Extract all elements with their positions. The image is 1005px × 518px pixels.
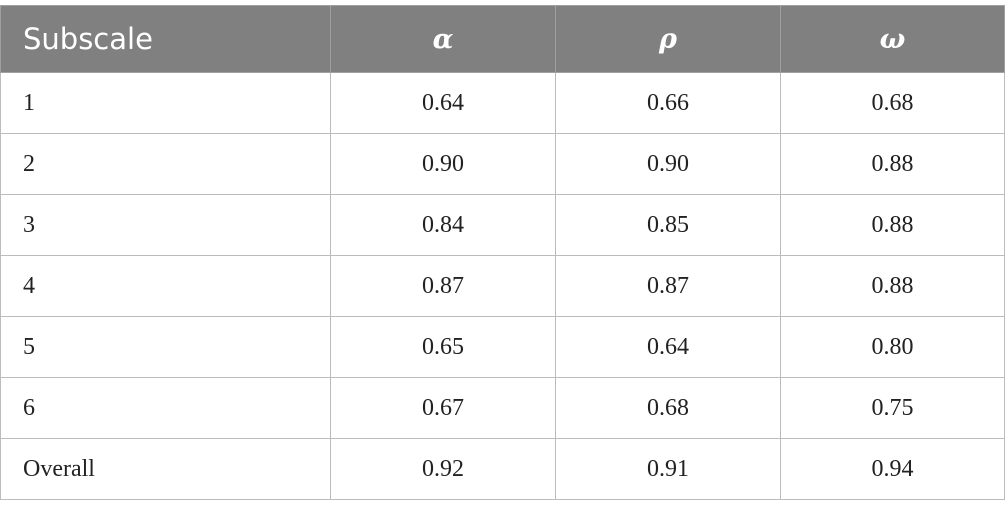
omega-cell: 0.88	[780, 133, 1005, 195]
table-body: 1 0.64 0.66 0.68 2 0.90 0.90 0.88 3 0.84…	[0, 72, 1005, 500]
alpha-cell: 0.65	[330, 316, 556, 378]
rho-cell: 0.68	[555, 377, 781, 439]
table-row: 4 0.87 0.87 0.88	[0, 255, 1005, 317]
omega-cell: 0.80	[780, 316, 1005, 378]
omega-cell: 0.94	[780, 438, 1005, 500]
alpha-cell: 0.90	[330, 133, 556, 195]
table-row: 3 0.84 0.85 0.88	[0, 194, 1005, 256]
reliability-table-container: Subscale α ρ ω 1 0.64 0.66 0.68 2 0.90 0…	[0, 5, 1005, 500]
rho-cell: 0.66	[555, 72, 781, 134]
rho-cell: 0.90	[555, 133, 781, 195]
header-rho: ρ	[555, 5, 781, 73]
alpha-cell: 0.84	[330, 194, 556, 256]
alpha-cell: 0.67	[330, 377, 556, 439]
omega-cell: 0.75	[780, 377, 1005, 439]
alpha-cell: 0.92	[330, 438, 556, 500]
subscale-cell: 1	[0, 72, 331, 134]
subscale-cell: 6	[0, 377, 331, 439]
rho-cell: 0.91	[555, 438, 781, 500]
header-alpha: α	[330, 5, 556, 73]
subscale-cell: 3	[0, 194, 331, 256]
subscale-cell: 2	[0, 133, 331, 195]
table-row: 5 0.65 0.64 0.80	[0, 316, 1005, 378]
table-row: Overall 0.92 0.91 0.94	[0, 438, 1005, 500]
table-header: Subscale α ρ ω	[0, 5, 1005, 73]
alpha-cell: 0.64	[330, 72, 556, 134]
subscale-cell: 5	[0, 316, 331, 378]
rho-cell: 0.85	[555, 194, 781, 256]
omega-cell: 0.68	[780, 72, 1005, 134]
table-row: 2 0.90 0.90 0.88	[0, 133, 1005, 195]
alpha-cell: 0.87	[330, 255, 556, 317]
rho-cell: 0.64	[555, 316, 781, 378]
subscale-cell: Overall	[0, 438, 331, 500]
header-subscale: Subscale	[0, 5, 331, 73]
reliability-table: Subscale α ρ ω 1 0.64 0.66 0.68 2 0.90 0…	[0, 5, 1005, 500]
omega-cell: 0.88	[780, 255, 1005, 317]
table-row: 1 0.64 0.66 0.68	[0, 72, 1005, 134]
header-row: Subscale α ρ ω	[0, 5, 1005, 73]
table-row: 6 0.67 0.68 0.75	[0, 377, 1005, 439]
omega-cell: 0.88	[780, 194, 1005, 256]
header-omega: ω	[780, 5, 1005, 73]
subscale-cell: 4	[0, 255, 331, 317]
rho-cell: 0.87	[555, 255, 781, 317]
